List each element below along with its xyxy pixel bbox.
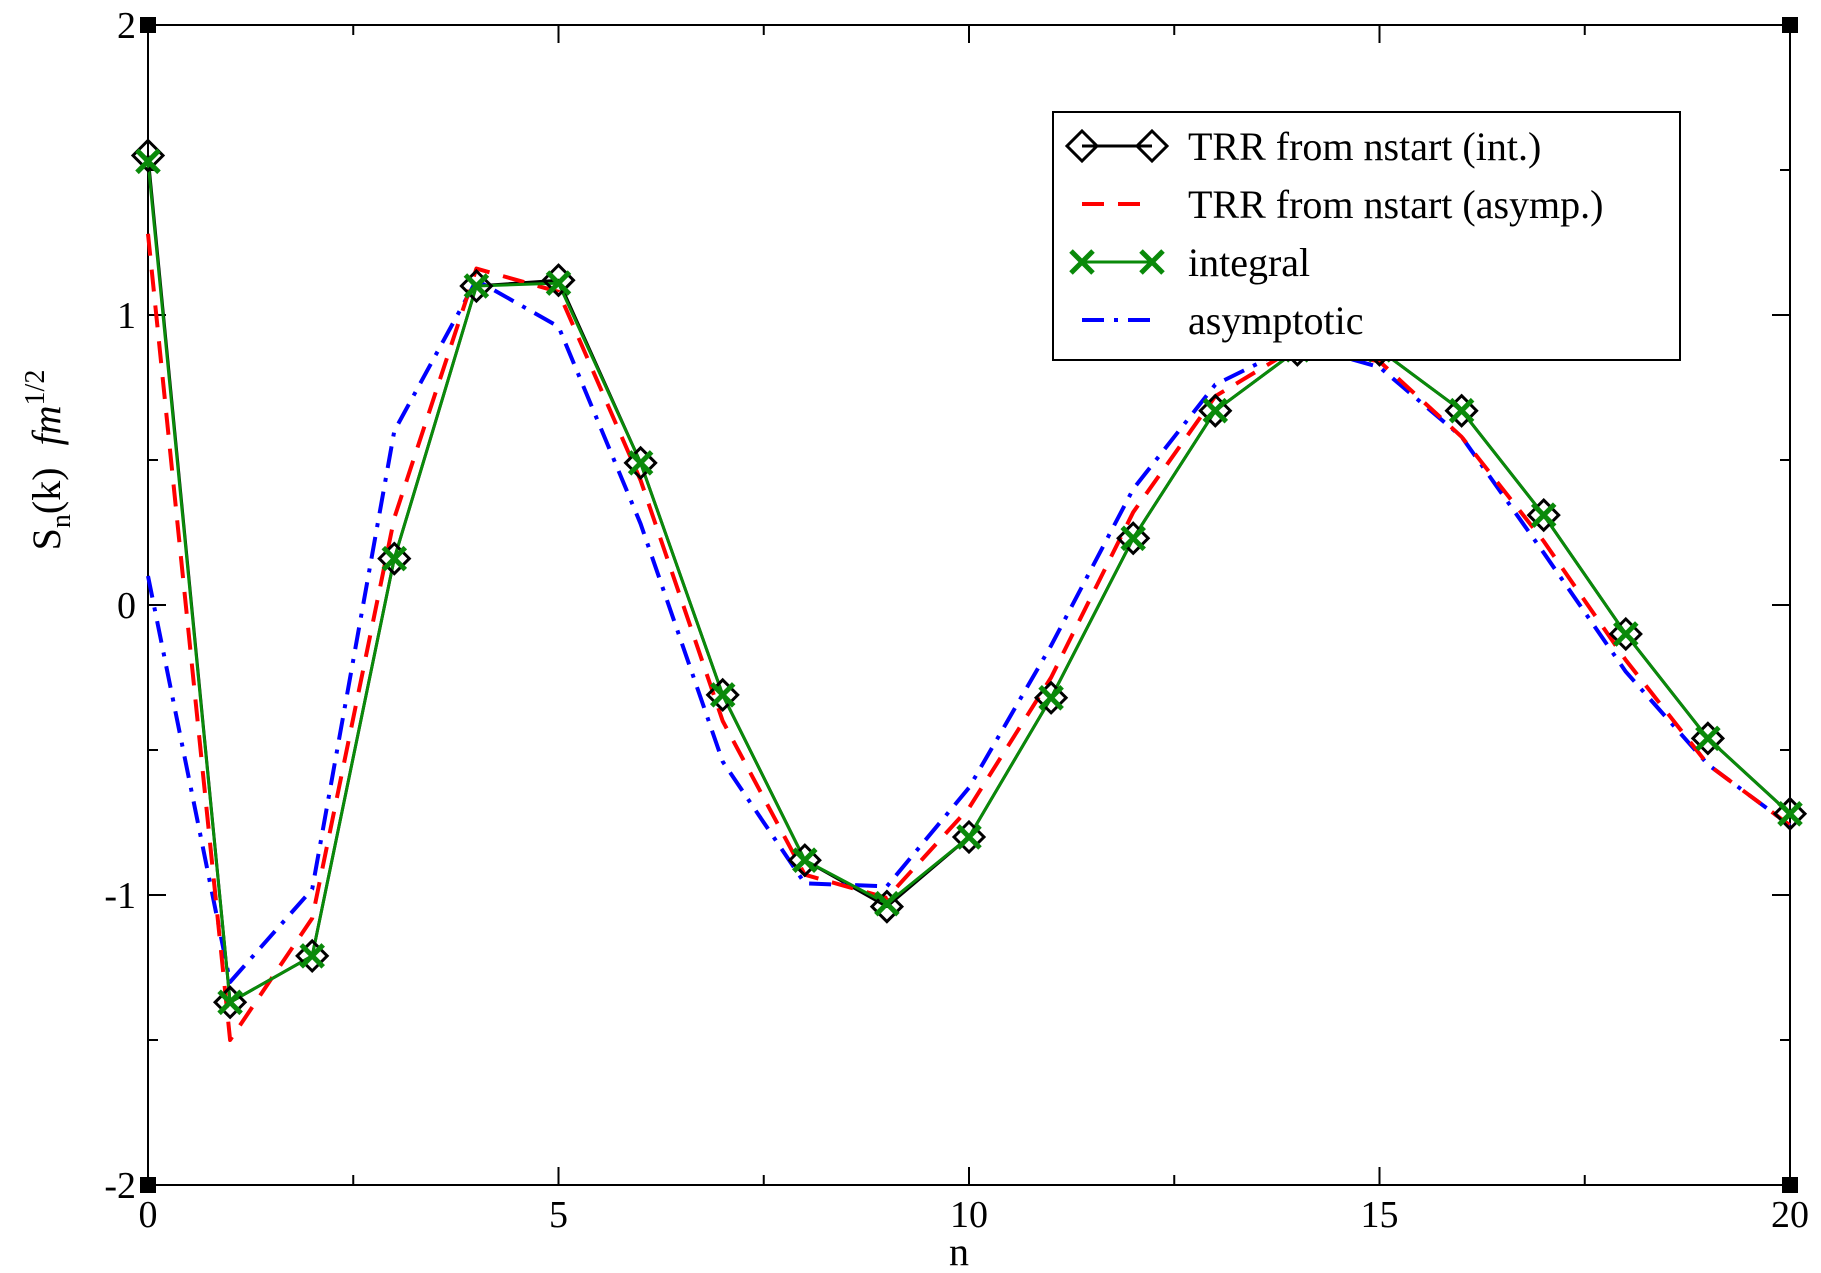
y-axis-title-paren: (k) (24, 467, 69, 514)
data-point (1448, 397, 1475, 424)
y-axis-title: Sn(k) fm1/2 (20, 370, 77, 551)
data-point (1695, 725, 1721, 752)
data-point (1116, 521, 1151, 556)
y-axis-title-sup: 1/2 (20, 370, 51, 406)
legend-label: asymptotic (1188, 298, 1364, 343)
data-point (1444, 393, 1479, 428)
legend-marker (1069, 249, 1095, 275)
data-point-stroke (792, 847, 818, 873)
data-point (1120, 525, 1146, 552)
data-point (792, 847, 818, 873)
data-point (212, 985, 248, 1020)
legend-label: TRR from nstart (asymp.) (1188, 182, 1604, 227)
data-point (956, 824, 982, 850)
legend-label: TRR from nstart (int.) (1188, 124, 1541, 169)
data-point-stroke (709, 682, 736, 708)
x-tick-label: 10 (950, 1194, 988, 1236)
y-tick-label: 1 (117, 295, 136, 337)
data-point (705, 677, 740, 713)
data-point (1202, 397, 1229, 424)
data-point (545, 270, 572, 296)
data-point-stroke (1777, 801, 1803, 827)
legend-box (1052, 111, 1681, 361)
x-tick-label: 0 (139, 1194, 158, 1236)
y-axis-title-unit: fm (24, 405, 69, 445)
data-point (299, 943, 325, 969)
data-point (1530, 502, 1557, 528)
data-point (381, 545, 408, 572)
data-point-stroke (299, 943, 325, 969)
data-point (623, 445, 658, 481)
data-point-stroke (1038, 685, 1064, 711)
legend-marker (1064, 128, 1100, 164)
data-point-stroke (1202, 397, 1229, 424)
data-point (1608, 616, 1643, 652)
data-point-stroke (545, 270, 572, 296)
data-point (377, 541, 412, 576)
series-3 (146, 278, 1792, 984)
data-point (217, 989, 243, 1016)
y-axis-title-text: Sn(k) fm1/2 (20, 370, 77, 551)
data-point (295, 938, 330, 974)
x-tick-label: 15 (1361, 1194, 1399, 1236)
data-point (1198, 393, 1233, 428)
y-tick-label: -1 (104, 875, 136, 917)
data-point-stroke (1120, 525, 1146, 552)
x-tick-label: 20 (1771, 1194, 1809, 1236)
data-point-stroke (381, 545, 408, 572)
data-point (1777, 801, 1803, 827)
y-axis-title-sub: n (46, 514, 77, 528)
y-tick-label: 2 (117, 5, 136, 47)
legend-marker (1134, 128, 1170, 164)
data-point (1526, 497, 1561, 533)
data-point-stroke (874, 890, 900, 917)
legend-marker (1139, 249, 1165, 275)
legend: TRR from nstart (int.) TRR from nstart (a… (1052, 111, 1681, 361)
data-point (627, 450, 654, 476)
x-axis-title: n (949, 1229, 969, 1273)
data-point (874, 890, 900, 917)
data-point-stroke (1448, 397, 1475, 424)
y-axis-title-main: S (24, 528, 69, 550)
series-line (146, 233, 1792, 1042)
legend-marker-stroke (1139, 249, 1165, 275)
data-point-stroke (627, 450, 654, 476)
data-point (1033, 680, 1069, 715)
legend-label: integral (1188, 240, 1310, 285)
data-point (1690, 721, 1726, 756)
data-point (1038, 685, 1064, 711)
data-point-stroke (1613, 621, 1639, 647)
x-tick-label: 5 (549, 1194, 568, 1236)
data-point (135, 148, 161, 175)
data-point-stroke (956, 824, 982, 850)
data-point-stroke (1695, 725, 1721, 752)
data-point-stroke (217, 989, 243, 1016)
data-point (1772, 796, 1808, 831)
data-point-stroke (1530, 502, 1557, 528)
data-point (459, 268, 494, 304)
y-tick-label: 0 (117, 585, 136, 627)
data-point (1613, 621, 1639, 647)
data-point (463, 273, 490, 299)
data-point (951, 819, 987, 855)
data-point (787, 843, 822, 878)
data-point-stroke (463, 273, 490, 299)
data-point (709, 682, 736, 708)
legend-marker-stroke (1069, 249, 1095, 275)
y-tick-label: -2 (104, 1165, 136, 1207)
series-1 (146, 233, 1792, 1042)
data-point-stroke (135, 148, 161, 175)
series-line (146, 278, 1792, 984)
data-point (869, 889, 905, 924)
